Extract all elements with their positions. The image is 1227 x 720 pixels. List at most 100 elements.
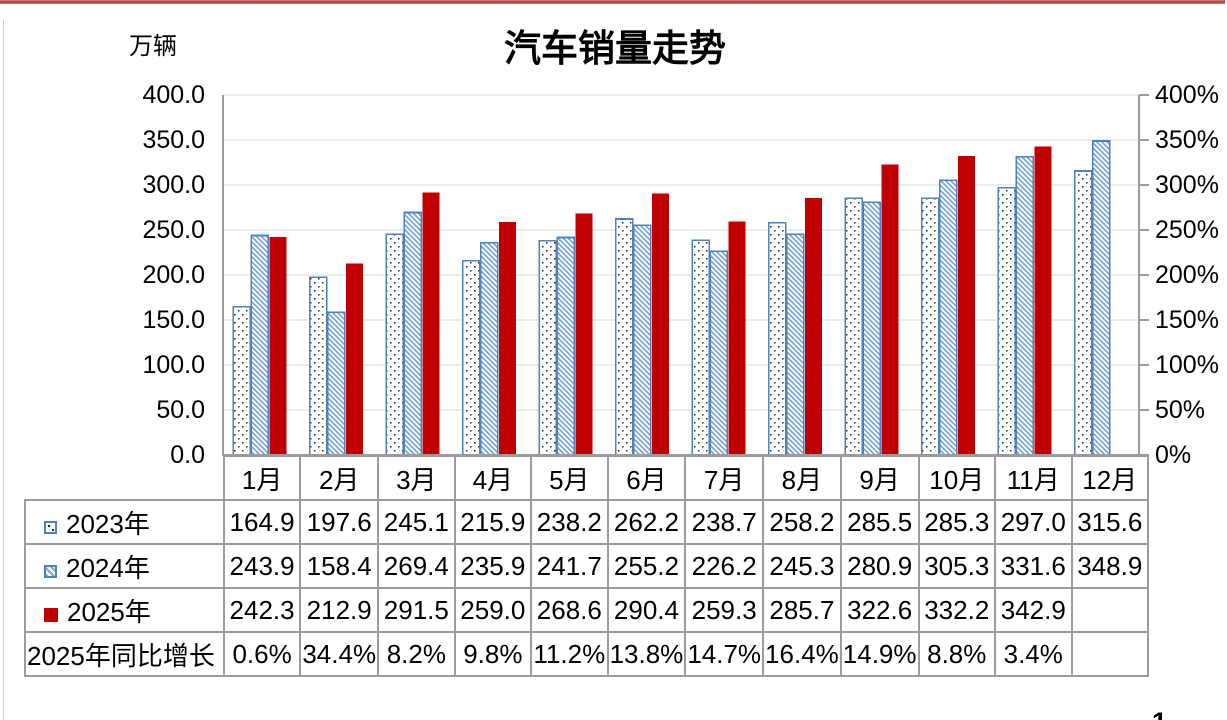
month-header-cell: 2月 <box>299 455 380 501</box>
table-value-cell: 305.3 <box>917 543 997 589</box>
bar-2023年-12月 <box>1074 170 1093 456</box>
right-axis-tick-label: 300% <box>1155 171 1219 199</box>
month-header-cell: 4月 <box>453 455 533 501</box>
table-value-cell: 268.6 <box>530 587 609 633</box>
left-axis-tick-label: 400.0 <box>142 81 205 109</box>
table-value-cell: 259.0 <box>453 587 533 633</box>
bar-2023年-4月 <box>461 259 481 456</box>
table-value-cell: 285.5 <box>839 499 920 545</box>
bar-2023年-6月 <box>614 218 634 456</box>
left-axis-tick-label: 100.0 <box>142 351 205 379</box>
table-value-cell: 238.7 <box>684 499 765 545</box>
table-value-cell: 241.7 <box>530 543 609 589</box>
left-frame-line <box>3 20 4 720</box>
table-value-cell: 290.4 <box>606 587 687 633</box>
bar-2023年-10月 <box>920 197 940 456</box>
legend-swatch-solid-icon <box>44 607 58 622</box>
table-value-cell: 212.9 <box>299 587 380 633</box>
bar-2023年-11月 <box>997 186 1017 456</box>
series-label-cell: 2023年 <box>24 499 225 545</box>
bar-2025年-6月 <box>651 193 669 455</box>
month-header-cell: 7月 <box>684 455 765 501</box>
table-growth-cell: 9.8% <box>453 631 533 677</box>
bar-2024年-11月 <box>1015 155 1035 456</box>
month-header-cell: 12月 <box>1070 455 1150 501</box>
table-growth-cell: 0.6% <box>222 631 302 677</box>
table-value-cell: 331.6 <box>994 543 1073 589</box>
bar-2023年-5月 <box>538 239 558 456</box>
table-value-cell: 238.2 <box>530 499 609 545</box>
chart-title: 汽车销量走势 <box>504 28 726 69</box>
table-growth-cell <box>1070 631 1150 677</box>
bar-2023年-8月 <box>767 221 787 456</box>
series-name: 2023年 <box>66 508 150 539</box>
table-growth-cell: 3.4% <box>994 631 1073 677</box>
table-value-cell: 297.0 <box>994 499 1073 545</box>
table-value-cell: 342.9 <box>994 587 1073 633</box>
bar-2025年-1月 <box>269 236 287 455</box>
table-value-cell: 262.2 <box>606 499 687 545</box>
series-name: 2024年 <box>66 552 150 583</box>
right-axis-tick-label: 200% <box>1155 261 1219 289</box>
page-number: 1 <box>1152 707 1167 720</box>
table-value-cell: 235.9 <box>453 543 533 589</box>
bar-2025年-2月 <box>345 263 363 455</box>
table-value-cell: 164.9 <box>222 499 302 545</box>
table-value-cell: 280.9 <box>839 543 920 589</box>
month-header-cell: 1月 <box>222 455 302 501</box>
table-growth-cell: 13.8% <box>606 631 687 677</box>
left-axis-tick-label: 350.0 <box>142 126 205 154</box>
table-value-cell: 332.2 <box>917 587 997 633</box>
table-growth-cell: 14.9% <box>839 631 920 677</box>
bar-2023年-7月 <box>691 239 711 456</box>
left-axis-tick-label: 150.0 <box>142 306 205 334</box>
bar-2023年-2月 <box>308 276 328 456</box>
bar-2024年-10月 <box>938 179 958 456</box>
bar-2025年-10月 <box>957 156 975 455</box>
left-axis-tick-label: 300.0 <box>142 171 205 199</box>
bar-2024年-9月 <box>862 201 882 456</box>
right-axis-tick-label: 100% <box>1155 351 1219 379</box>
month-header-cell: 3月 <box>377 455 456 501</box>
table-value-cell: 285.3 <box>917 499 997 545</box>
table-value-cell: 315.6 <box>1070 499 1150 545</box>
bar-2024年-3月 <box>403 211 423 456</box>
table-value-cell: 259.3 <box>684 587 765 633</box>
table-value-cell: 158.4 <box>299 543 380 589</box>
right-axis-tick-label: 250% <box>1155 216 1219 244</box>
bar-2025年-4月 <box>498 221 516 455</box>
month-header-cell: 10月 <box>917 455 997 501</box>
table-value-cell: 269.4 <box>377 543 456 589</box>
bar-2023年-9月 <box>844 197 864 456</box>
right-axis-tick-label: 0% <box>1155 441 1192 469</box>
right-axis-tick-label: 50% <box>1155 396 1206 424</box>
bar-2024年-7月 <box>709 250 729 456</box>
table-value-cell: 245.3 <box>762 543 842 589</box>
bar-2023年-1月 <box>232 305 252 456</box>
table-value-cell: 197.6 <box>299 499 380 545</box>
bar-2025年-9月 <box>881 164 899 455</box>
bar-2024年-8月 <box>785 233 805 456</box>
series-label-cell: 2025年 <box>24 587 225 633</box>
table-value-cell: 258.2 <box>762 499 842 545</box>
legend-swatch-dotted-icon <box>44 520 57 534</box>
month-header-cell: 9月 <box>839 455 920 501</box>
table-growth-cell: 8.8% <box>917 631 997 677</box>
bar-2025年-3月 <box>422 192 440 455</box>
table-growth-cell: 34.4% <box>299 631 380 677</box>
chart-data-table: 1月 2月 3月 4月 5月 6月 7月 8月 9月 10月 11月 12月 2023年 164.9 197… <box>24 455 1150 677</box>
bar-2024年-12月 <box>1092 140 1111 456</box>
table-value-cell: 285.7 <box>762 587 842 633</box>
series-label-cell: 2024年 <box>24 543 225 589</box>
top-accent-line <box>0 0 1225 4</box>
bar-2025年-8月 <box>804 197 822 455</box>
bar-2024年-6月 <box>632 224 652 456</box>
table-value-cell: 348.9 <box>1070 543 1150 589</box>
right-axis-tick-label: 150% <box>1155 306 1219 334</box>
table-value-cell: 245.1 <box>377 499 456 545</box>
bar-2023年-3月 <box>385 233 405 456</box>
table-corner-cell <box>25 456 225 500</box>
table-value-cell: 255.2 <box>606 543 687 589</box>
